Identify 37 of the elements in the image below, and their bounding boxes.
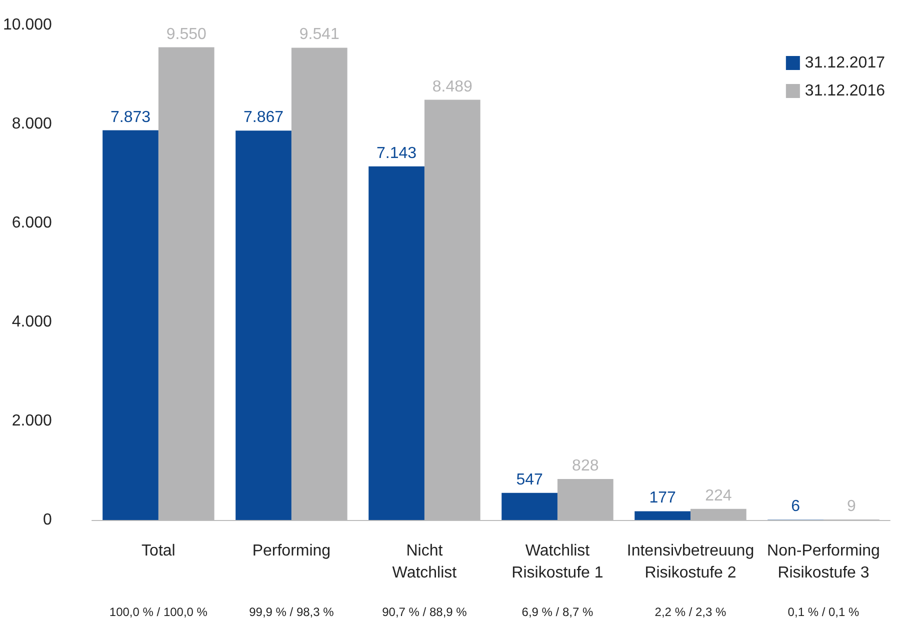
bar — [368, 166, 424, 520]
data-label: 9.550 — [166, 26, 206, 43]
data-label: 177 — [649, 490, 676, 507]
data-label: 7.867 — [243, 109, 284, 126]
bar — [502, 492, 558, 520]
y-tick-label: 10.000 — [3, 16, 52, 34]
y-tick-label: 4.000 — [12, 314, 52, 330]
bar — [634, 511, 690, 520]
data-label: 547 — [516, 471, 543, 488]
data-label: 7.873 — [110, 108, 151, 126]
data-label: 8.489 — [432, 78, 473, 96]
data-label: 7.143 — [376, 144, 417, 162]
data-label: 9.541 — [299, 26, 340, 44]
y-tick-label: 8.000 — [12, 116, 52, 132]
text: 0,1 % / 0,1 % — [788, 605, 860, 619]
text: 99,9 % / 98,3 % — [249, 605, 334, 619]
y-tick-label: 0 — [43, 512, 52, 528]
text: 6,9 % / 8,7 % — [522, 605, 594, 619]
data-label: 9 — [846, 498, 856, 516]
x-tick-label: Non-Performing Risikostufe 3 — [767, 542, 880, 582]
x-tick-label: Intensivbetreuung Risikostufe 2 — [626, 542, 754, 582]
text: 100,0 % / 100,0 % — [109, 605, 208, 619]
legend-label: 31.12.2017 — [804, 54, 886, 72]
y-tick-label: 2.000 — [12, 412, 52, 430]
data-label: 224 — [705, 487, 732, 504]
y-tick-label: 6.000 — [12, 214, 52, 232]
text: 2,2 % / 2,3 % — [654, 605, 726, 619]
data-label: 828 — [572, 458, 599, 475]
legend-label: 31.12.2016 — [804, 82, 886, 100]
text: 90,7 % / 88,9 % — [382, 605, 468, 619]
x-tick-label: Total — [142, 542, 176, 560]
x-tick-label: Performing — [252, 542, 331, 560]
x-tick-label: Watchlist Risikostufe 1 — [512, 542, 604, 582]
x-tick-label: Nicht Watchlist — [392, 542, 458, 582]
bar — [236, 130, 292, 520]
data-label: 6 — [791, 498, 800, 516]
bar — [102, 130, 158, 520]
